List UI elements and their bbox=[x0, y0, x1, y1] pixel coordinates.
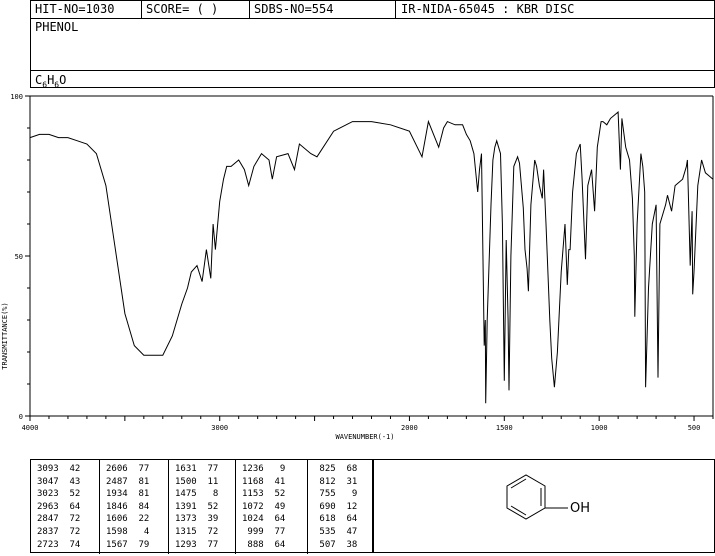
peak-entry: 1500 11 bbox=[175, 476, 219, 487]
benzene-ring bbox=[506, 474, 546, 520]
peak-entry: 1606 22 bbox=[106, 514, 150, 525]
chart-ticks: 4000 3000 2000 1500 1000 500 0 50 100 bbox=[10, 93, 714, 432]
peak-entry: 1598 4 bbox=[106, 526, 150, 537]
x-tick-label: 2000 bbox=[401, 424, 418, 432]
peak-entry: 999 77 bbox=[242, 526, 286, 537]
peak-entry: 888 64 bbox=[242, 539, 286, 550]
peak-entry: 2487 81 bbox=[106, 476, 150, 487]
sdbs-no: SDBS-NO=554 bbox=[254, 2, 334, 16]
peak-entry: 618 64 bbox=[314, 514, 358, 525]
peak-column-3: 1631 77 1500 11 1475 8 1391 52 1373 39 1315 7… bbox=[169, 460, 236, 554]
formula-row: C6H6O bbox=[31, 70, 714, 90]
peak-entry: 507 38 bbox=[314, 539, 358, 550]
x-tick-label: 1000 bbox=[591, 424, 608, 432]
peak-column-5: 825 68 812 31 755 9 690 12 618 64 535 47… bbox=[308, 460, 374, 554]
peak-entry: 1236 9 bbox=[242, 464, 286, 474]
aromatic-bond bbox=[510, 505, 527, 516]
hit-no-cell: HIT-NO=1030 bbox=[31, 1, 142, 18]
structure-panel: OH bbox=[373, 459, 715, 553]
x-tick-label: 500 bbox=[688, 424, 701, 432]
transmittance-trace bbox=[29, 110, 714, 404]
peak-entry: 1846 84 bbox=[106, 501, 150, 512]
peak-entry: 1153 52 bbox=[242, 489, 286, 500]
ir-spectrum-chart: 4000 3000 2000 1500 1000 500 0 50 100 WAVENUMBER… bbox=[1, 93, 714, 441]
x-tick-label: 1500 bbox=[496, 424, 513, 432]
peak-entry: 1315 72 bbox=[175, 526, 219, 537]
ir-code: IR-NIDA-65045 : KBR DISC bbox=[401, 2, 575, 16]
peak-list-table: 3093 42 3047 43 3023 52 2963 64 2847 72 2837 … bbox=[30, 459, 374, 554]
x-axis-label: WAVENUMBER(-1) bbox=[335, 433, 394, 441]
peak-entry: 3023 52 bbox=[37, 489, 81, 500]
chart-axes bbox=[29, 95, 714, 417]
peak-entry: 535 47 bbox=[314, 526, 358, 537]
peak-column-4: 1236 9 1168 41 1153 52 1072 49 1024 64 999 7… bbox=[236, 460, 308, 554]
peak-entry: 1567 79 bbox=[106, 539, 150, 550]
score: SCORE= ( ) bbox=[146, 2, 219, 16]
sdbs-no-cell: SDBS-NO=554 bbox=[250, 1, 396, 18]
score-cell: SCORE= ( ) bbox=[142, 1, 250, 18]
peak-entry: 1934 81 bbox=[106, 489, 150, 500]
hit-no: HIT-NO=1030 bbox=[35, 2, 115, 16]
y-tick-label: 100 bbox=[10, 93, 23, 101]
peak-entry: 1168 41 bbox=[242, 476, 286, 487]
peak-entry: 1293 77 bbox=[175, 539, 219, 550]
spectrum-header: HIT-NO=1030 SCORE= ( ) SDBS-NO=554 IR-NI… bbox=[30, 0, 715, 90]
compound-name: PHENOL bbox=[35, 20, 79, 34]
peak-entry: 825 68 bbox=[314, 464, 358, 474]
y-tick-label: 50 bbox=[15, 253, 23, 261]
y-axis-label: TRANSMITTANCE(%) bbox=[1, 302, 9, 369]
x-tick-label: 3000 bbox=[211, 424, 228, 432]
x-tick-label: 4000 bbox=[22, 424, 39, 432]
peak-entry: 3093 42 bbox=[37, 464, 81, 474]
peak-column-1: 3093 42 3047 43 3023 52 2963 64 2847 72 2837 … bbox=[31, 460, 100, 554]
peak-entry: 3047 43 bbox=[37, 476, 81, 487]
peak-entry: 2606 77 bbox=[106, 464, 150, 474]
header-row: HIT-NO=1030 SCORE= ( ) SDBS-NO=554 IR-NI… bbox=[31, 1, 714, 19]
aromatic-bond bbox=[510, 478, 527, 489]
peak-entry: 2723 74 bbox=[37, 539, 81, 550]
peak-entry: 1475 8 bbox=[175, 489, 219, 500]
peak-entry: 1373 39 bbox=[175, 514, 219, 525]
peak-entry: 812 31 bbox=[314, 476, 358, 487]
peak-entry: 1631 77 bbox=[175, 464, 219, 474]
y-tick-label: 0 bbox=[19, 413, 23, 421]
peak-entry: 2963 64 bbox=[37, 501, 81, 512]
phenol-structure: OH bbox=[506, 474, 590, 520]
peak-entry: 2847 72 bbox=[37, 514, 81, 525]
peak-entry: 755 9 bbox=[314, 489, 358, 500]
peak-entry: 2837 72 bbox=[37, 526, 81, 537]
peak-entry: 1391 52 bbox=[175, 501, 219, 512]
peak-entry: 1072 49 bbox=[242, 501, 286, 512]
molecular-formula: C6H6O bbox=[35, 73, 67, 90]
peak-entry: 1024 64 bbox=[242, 514, 286, 525]
hydroxyl-label: OH bbox=[570, 501, 590, 516]
peak-entry: 690 12 bbox=[314, 501, 358, 512]
peak-column-2: 2606 77 2487 81 1934 81 1846 84 1606 22 1598 … bbox=[100, 460, 169, 554]
